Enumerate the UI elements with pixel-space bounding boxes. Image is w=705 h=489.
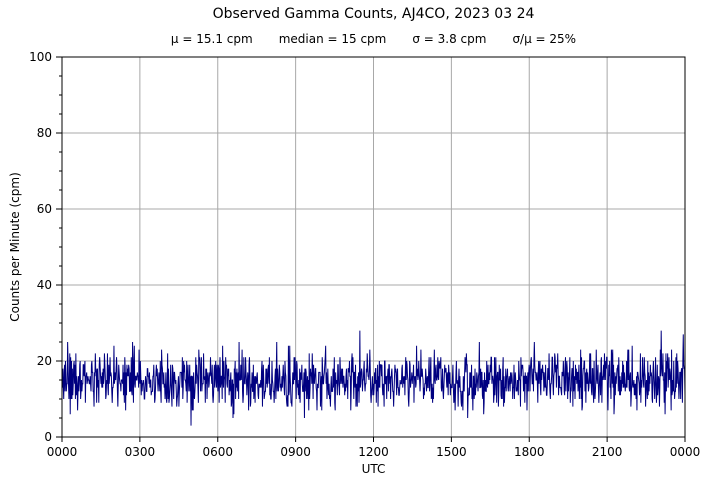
chart-subtitle-stats: μ = 15.1 cpm median = 15 cpm σ = 3.8 cpm… — [62, 32, 685, 47]
stat-sigma-over-mu: σ/μ = 25% — [512, 32, 577, 46]
stat-median: median = 15 cpm — [278, 32, 387, 46]
y-tick-label: 80 — [37, 126, 52, 140]
y-tick-label: 40 — [37, 278, 52, 292]
x-tick-label: 1500 — [436, 445, 467, 459]
tick-labels: 0 20 40 60 80 100 0000 0300 0600 0900 1200 1500 1800… — [29, 50, 700, 459]
x-tick-label: 0000 — [47, 445, 78, 459]
y-tick-label: 0 — [44, 430, 52, 444]
chart-title: Observed Gamma Counts, AJ4CO, 2023 03 24 — [212, 6, 535, 22]
axis-ticks — [56, 56, 686, 442]
x-tick-label: 0900 — [280, 445, 311, 459]
x-tick-label: 0000 — [670, 445, 701, 459]
x-tick-label: 1800 — [514, 445, 545, 459]
y-tick-label: 60 — [37, 202, 52, 216]
stat-sigma: σ = 3.8 cpm — [412, 32, 487, 46]
y-tick-label: 20 — [37, 354, 52, 368]
x-tick-label: 0300 — [125, 445, 156, 459]
x-axis-label: UTC — [361, 462, 386, 476]
x-tick-label: 2100 — [592, 445, 623, 459]
y-tick-label: 100 — [29, 50, 52, 64]
data-line-gamma-counts — [61, 330, 686, 426]
gridlines — [62, 57, 685, 437]
x-tick-label: 0600 — [202, 445, 233, 459]
x-tick-label: 1200 — [358, 445, 389, 459]
stat-mean: μ = 15.1 cpm — [170, 32, 253, 46]
